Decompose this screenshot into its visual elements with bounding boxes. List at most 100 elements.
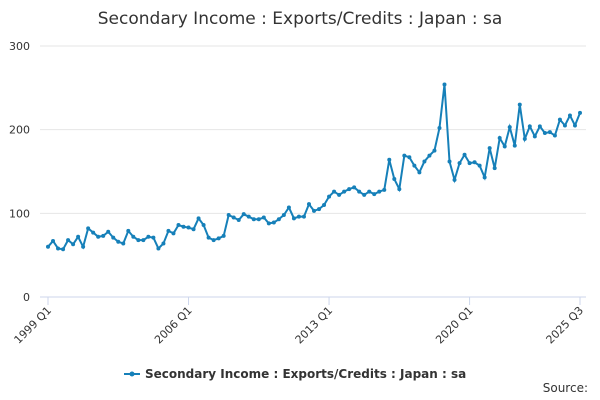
point bbox=[407, 155, 412, 160]
point bbox=[271, 220, 276, 225]
point bbox=[557, 117, 562, 122]
point bbox=[477, 163, 482, 168]
point bbox=[161, 241, 166, 246]
point bbox=[206, 235, 211, 240]
point bbox=[226, 213, 231, 218]
point bbox=[522, 136, 527, 141]
point bbox=[71, 242, 76, 247]
point bbox=[221, 233, 226, 238]
point bbox=[66, 238, 71, 243]
y-tick-label: 100 bbox=[9, 207, 30, 220]
source: Source: bbox=[543, 381, 588, 395]
point bbox=[176, 223, 181, 228]
point bbox=[171, 231, 176, 236]
point bbox=[402, 153, 407, 158]
point bbox=[472, 160, 477, 165]
point bbox=[156, 246, 161, 251]
point bbox=[487, 146, 492, 151]
point bbox=[372, 192, 377, 197]
point bbox=[397, 187, 402, 192]
series-line bbox=[47, 84, 581, 251]
point bbox=[552, 133, 557, 138]
point bbox=[547, 130, 552, 135]
point bbox=[342, 189, 347, 194]
x-tick-label: 2020 Q1 bbox=[433, 304, 476, 347]
point bbox=[517, 102, 522, 107]
point bbox=[281, 213, 286, 218]
point bbox=[51, 238, 56, 243]
point bbox=[392, 177, 397, 182]
point bbox=[387, 157, 392, 162]
point bbox=[467, 161, 472, 166]
point bbox=[432, 148, 437, 153]
point bbox=[256, 217, 261, 222]
point bbox=[412, 163, 417, 168]
point bbox=[457, 161, 462, 166]
point bbox=[492, 166, 497, 171]
point bbox=[291, 216, 296, 221]
y-tick-label: 200 bbox=[9, 124, 30, 137]
point bbox=[251, 217, 256, 222]
x-tick-label: 2025 Q3 bbox=[544, 304, 587, 347]
point bbox=[427, 153, 432, 158]
x-tick-label: 2013 Q1 bbox=[293, 304, 336, 347]
point bbox=[447, 159, 452, 164]
point bbox=[181, 224, 186, 229]
point bbox=[201, 223, 206, 228]
point bbox=[462, 152, 467, 157]
point bbox=[306, 202, 311, 207]
point bbox=[91, 230, 96, 235]
point bbox=[357, 189, 362, 194]
x-tick-label: 1999 Q1 bbox=[12, 304, 55, 347]
point bbox=[442, 82, 447, 87]
point bbox=[352, 185, 357, 190]
point bbox=[76, 234, 81, 239]
point bbox=[452, 177, 457, 182]
point bbox=[497, 136, 502, 141]
point bbox=[347, 187, 352, 192]
point bbox=[211, 238, 216, 243]
point bbox=[532, 134, 537, 139]
point bbox=[327, 194, 332, 199]
point bbox=[362, 192, 367, 197]
point bbox=[367, 189, 372, 194]
y-tick-label: 300 bbox=[9, 40, 30, 53]
point bbox=[121, 241, 126, 246]
point bbox=[136, 238, 141, 243]
x-tick-label: 2006 Q1 bbox=[152, 304, 195, 347]
point bbox=[186, 225, 191, 230]
legend-item: Secondary Income : Exports/Credits : Jap… bbox=[124, 367, 466, 381]
point bbox=[572, 123, 577, 128]
point bbox=[146, 234, 151, 239]
point bbox=[261, 215, 266, 220]
point bbox=[422, 159, 427, 164]
point bbox=[266, 221, 271, 226]
point bbox=[131, 234, 136, 239]
point bbox=[502, 144, 507, 149]
legend-marker bbox=[129, 371, 135, 377]
point bbox=[276, 217, 281, 222]
point bbox=[216, 236, 221, 241]
point bbox=[512, 143, 517, 148]
y-tick-label: 0 bbox=[23, 291, 30, 304]
point bbox=[337, 192, 342, 197]
point bbox=[322, 202, 327, 207]
point bbox=[482, 175, 487, 180]
point bbox=[507, 125, 512, 130]
point bbox=[537, 124, 542, 129]
point bbox=[562, 123, 567, 128]
point bbox=[101, 233, 106, 238]
point bbox=[286, 205, 291, 210]
point bbox=[542, 131, 547, 136]
point bbox=[377, 189, 382, 194]
point bbox=[246, 214, 251, 219]
point bbox=[231, 215, 236, 220]
point bbox=[86, 226, 91, 231]
point bbox=[61, 247, 66, 252]
point bbox=[81, 244, 86, 249]
point bbox=[96, 234, 101, 239]
point bbox=[166, 228, 171, 233]
point bbox=[236, 218, 241, 223]
point bbox=[301, 214, 306, 219]
